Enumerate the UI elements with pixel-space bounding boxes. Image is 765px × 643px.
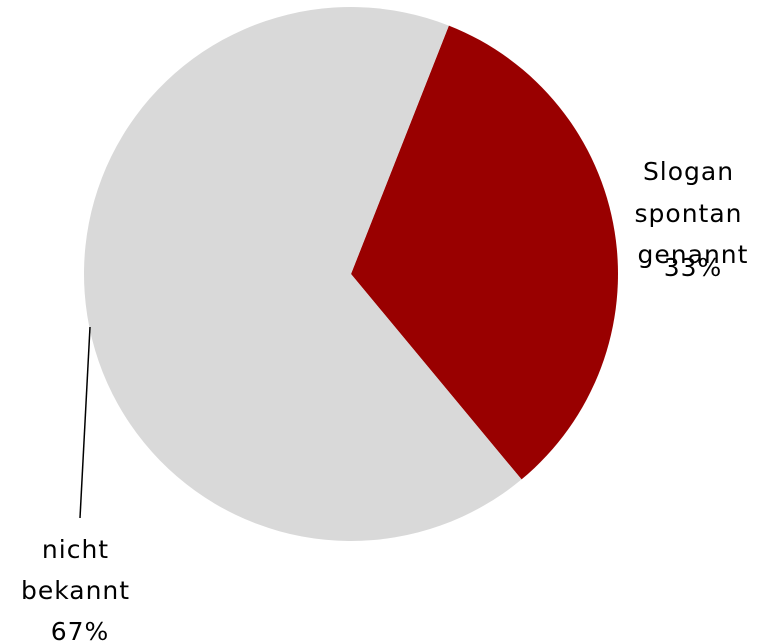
percent-value: 67% bbox=[51, 617, 110, 643]
pie-slices bbox=[83, 6, 618, 541]
slice-label-nicht-bekannt: nicht bekannt 67% bbox=[21, 535, 139, 643]
label-line: spontan bbox=[635, 199, 743, 228]
slice-percent-slogan-spontan-genannt: 33% bbox=[664, 253, 723, 282]
pie-slice-nicht-bekannt bbox=[83, 6, 522, 541]
label-line: nicht bbox=[42, 535, 109, 564]
label-line: genannt bbox=[638, 240, 749, 269]
label-line: bekannt bbox=[21, 576, 130, 605]
slice-label-slogan-spontan-genannt: Slogan spontan genannt bbox=[635, 157, 752, 269]
leader-line-nicht-bekannt bbox=[79, 326, 91, 519]
percent-value: 33% bbox=[664, 253, 723, 282]
label-line: Slogan bbox=[643, 157, 734, 186]
pie-slice-slogan-spontan-genannt bbox=[351, 25, 618, 480]
